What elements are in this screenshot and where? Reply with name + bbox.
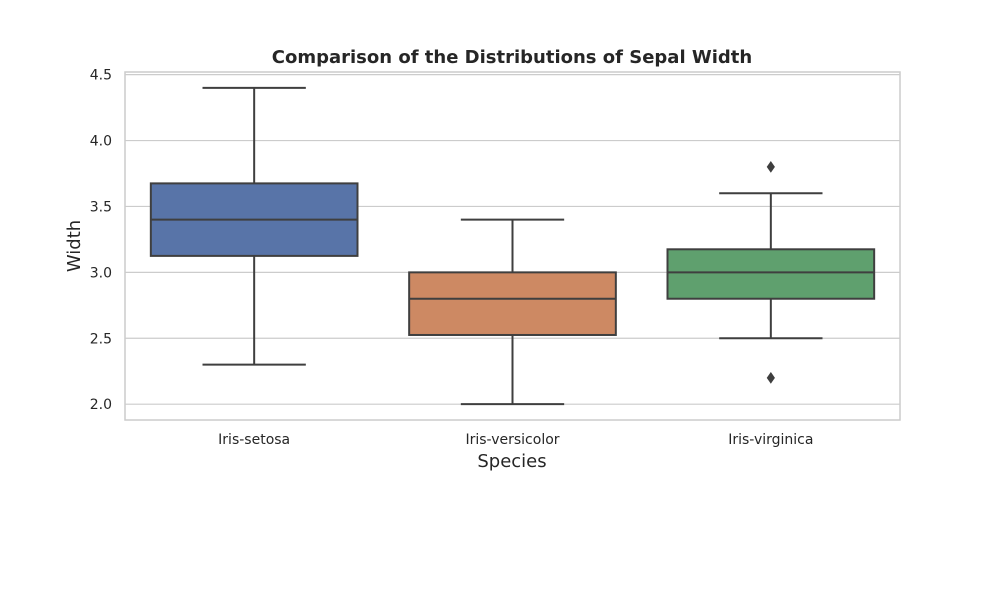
x-tick-label: Iris-setosa xyxy=(218,432,290,448)
plot-frame xyxy=(124,71,901,421)
y-tick-label: 2.5 xyxy=(90,331,112,347)
box-body xyxy=(408,271,617,336)
y-tick-label: 4.0 xyxy=(90,134,112,150)
y-tick-label: 2.0 xyxy=(90,397,112,413)
y-tick-label: 3.5 xyxy=(90,199,112,215)
y-tick-labels: 2.0 2.5 3.0 3.5 4.0 4.5 xyxy=(90,68,112,414)
outlier-point xyxy=(766,371,775,384)
x-tick-labels: Iris-setosa Iris-versicolor Iris-virginica xyxy=(218,432,813,448)
x-tick-label: Iris-virginica xyxy=(728,432,813,448)
box-iris-versicolor xyxy=(408,218,617,406)
x-axis-label: Species xyxy=(477,451,546,472)
box-body xyxy=(666,248,876,300)
outlier-point xyxy=(766,161,775,173)
chart-title: Comparison of the Distributions of Sepal… xyxy=(272,47,752,68)
box-iris-setosa xyxy=(149,86,359,366)
y-tick-label: 3.0 xyxy=(90,265,112,281)
y-axis-label: Width xyxy=(64,220,85,272)
y-tick-label: 4.5 xyxy=(90,68,112,84)
boxes xyxy=(149,86,876,406)
box-iris-virginica xyxy=(666,161,876,384)
x-tick-label: Iris-versicolor xyxy=(465,432,559,448)
